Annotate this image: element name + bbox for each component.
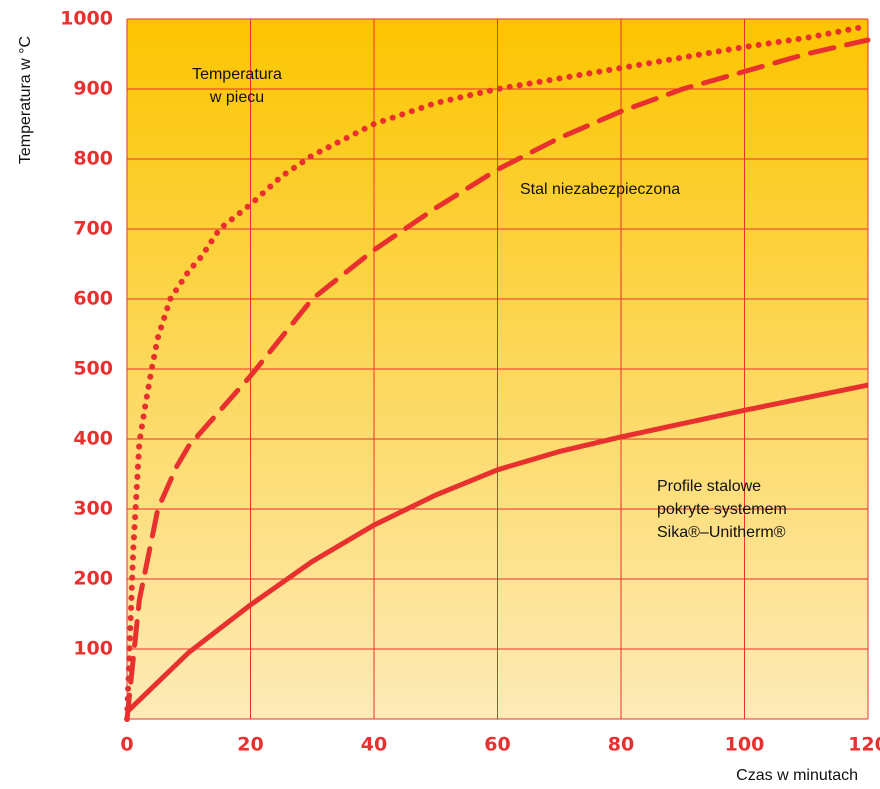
- y-tick-label: 800: [73, 148, 113, 170]
- x-tick-label: 80: [608, 734, 634, 756]
- y-tick-label: 300: [73, 498, 113, 520]
- x-tick-label: 20: [237, 734, 263, 756]
- series-label: Stal niezabezpieczona: [520, 181, 680, 198]
- series-label: pokryte systemem: [657, 501, 787, 518]
- y-tick-label: 600: [73, 288, 113, 310]
- series-label: Profile stalowe: [657, 478, 761, 495]
- y-tick-label: 100: [73, 638, 113, 660]
- series-label: Temperatura: [192, 66, 282, 83]
- line-series: [125, 382, 869, 714]
- x-tick-label: 100: [725, 734, 765, 756]
- y-tick-label: 400: [73, 428, 113, 450]
- y-tick-label: 1000: [60, 8, 113, 30]
- y-axis-title: Temperatura w °C: [17, 36, 34, 164]
- y-tick-label: 500: [73, 358, 113, 380]
- y-tick-label: 700: [73, 218, 113, 240]
- y-tick-label: 900: [73, 78, 113, 100]
- y-tick-label: 200: [73, 568, 113, 590]
- series-label: Sika®–Unitherm®: [657, 524, 786, 541]
- line-series: [124, 23, 871, 722]
- x-tick-label: 60: [484, 734, 510, 756]
- x-tick-label: 0: [120, 734, 133, 756]
- line-series: [124, 37, 871, 722]
- x-tick-label: 40: [361, 734, 387, 756]
- x-tick-label: 120: [848, 734, 880, 756]
- series-label: w piecu: [209, 89, 264, 106]
- x-axis-title: Czas w minutach: [736, 767, 858, 784]
